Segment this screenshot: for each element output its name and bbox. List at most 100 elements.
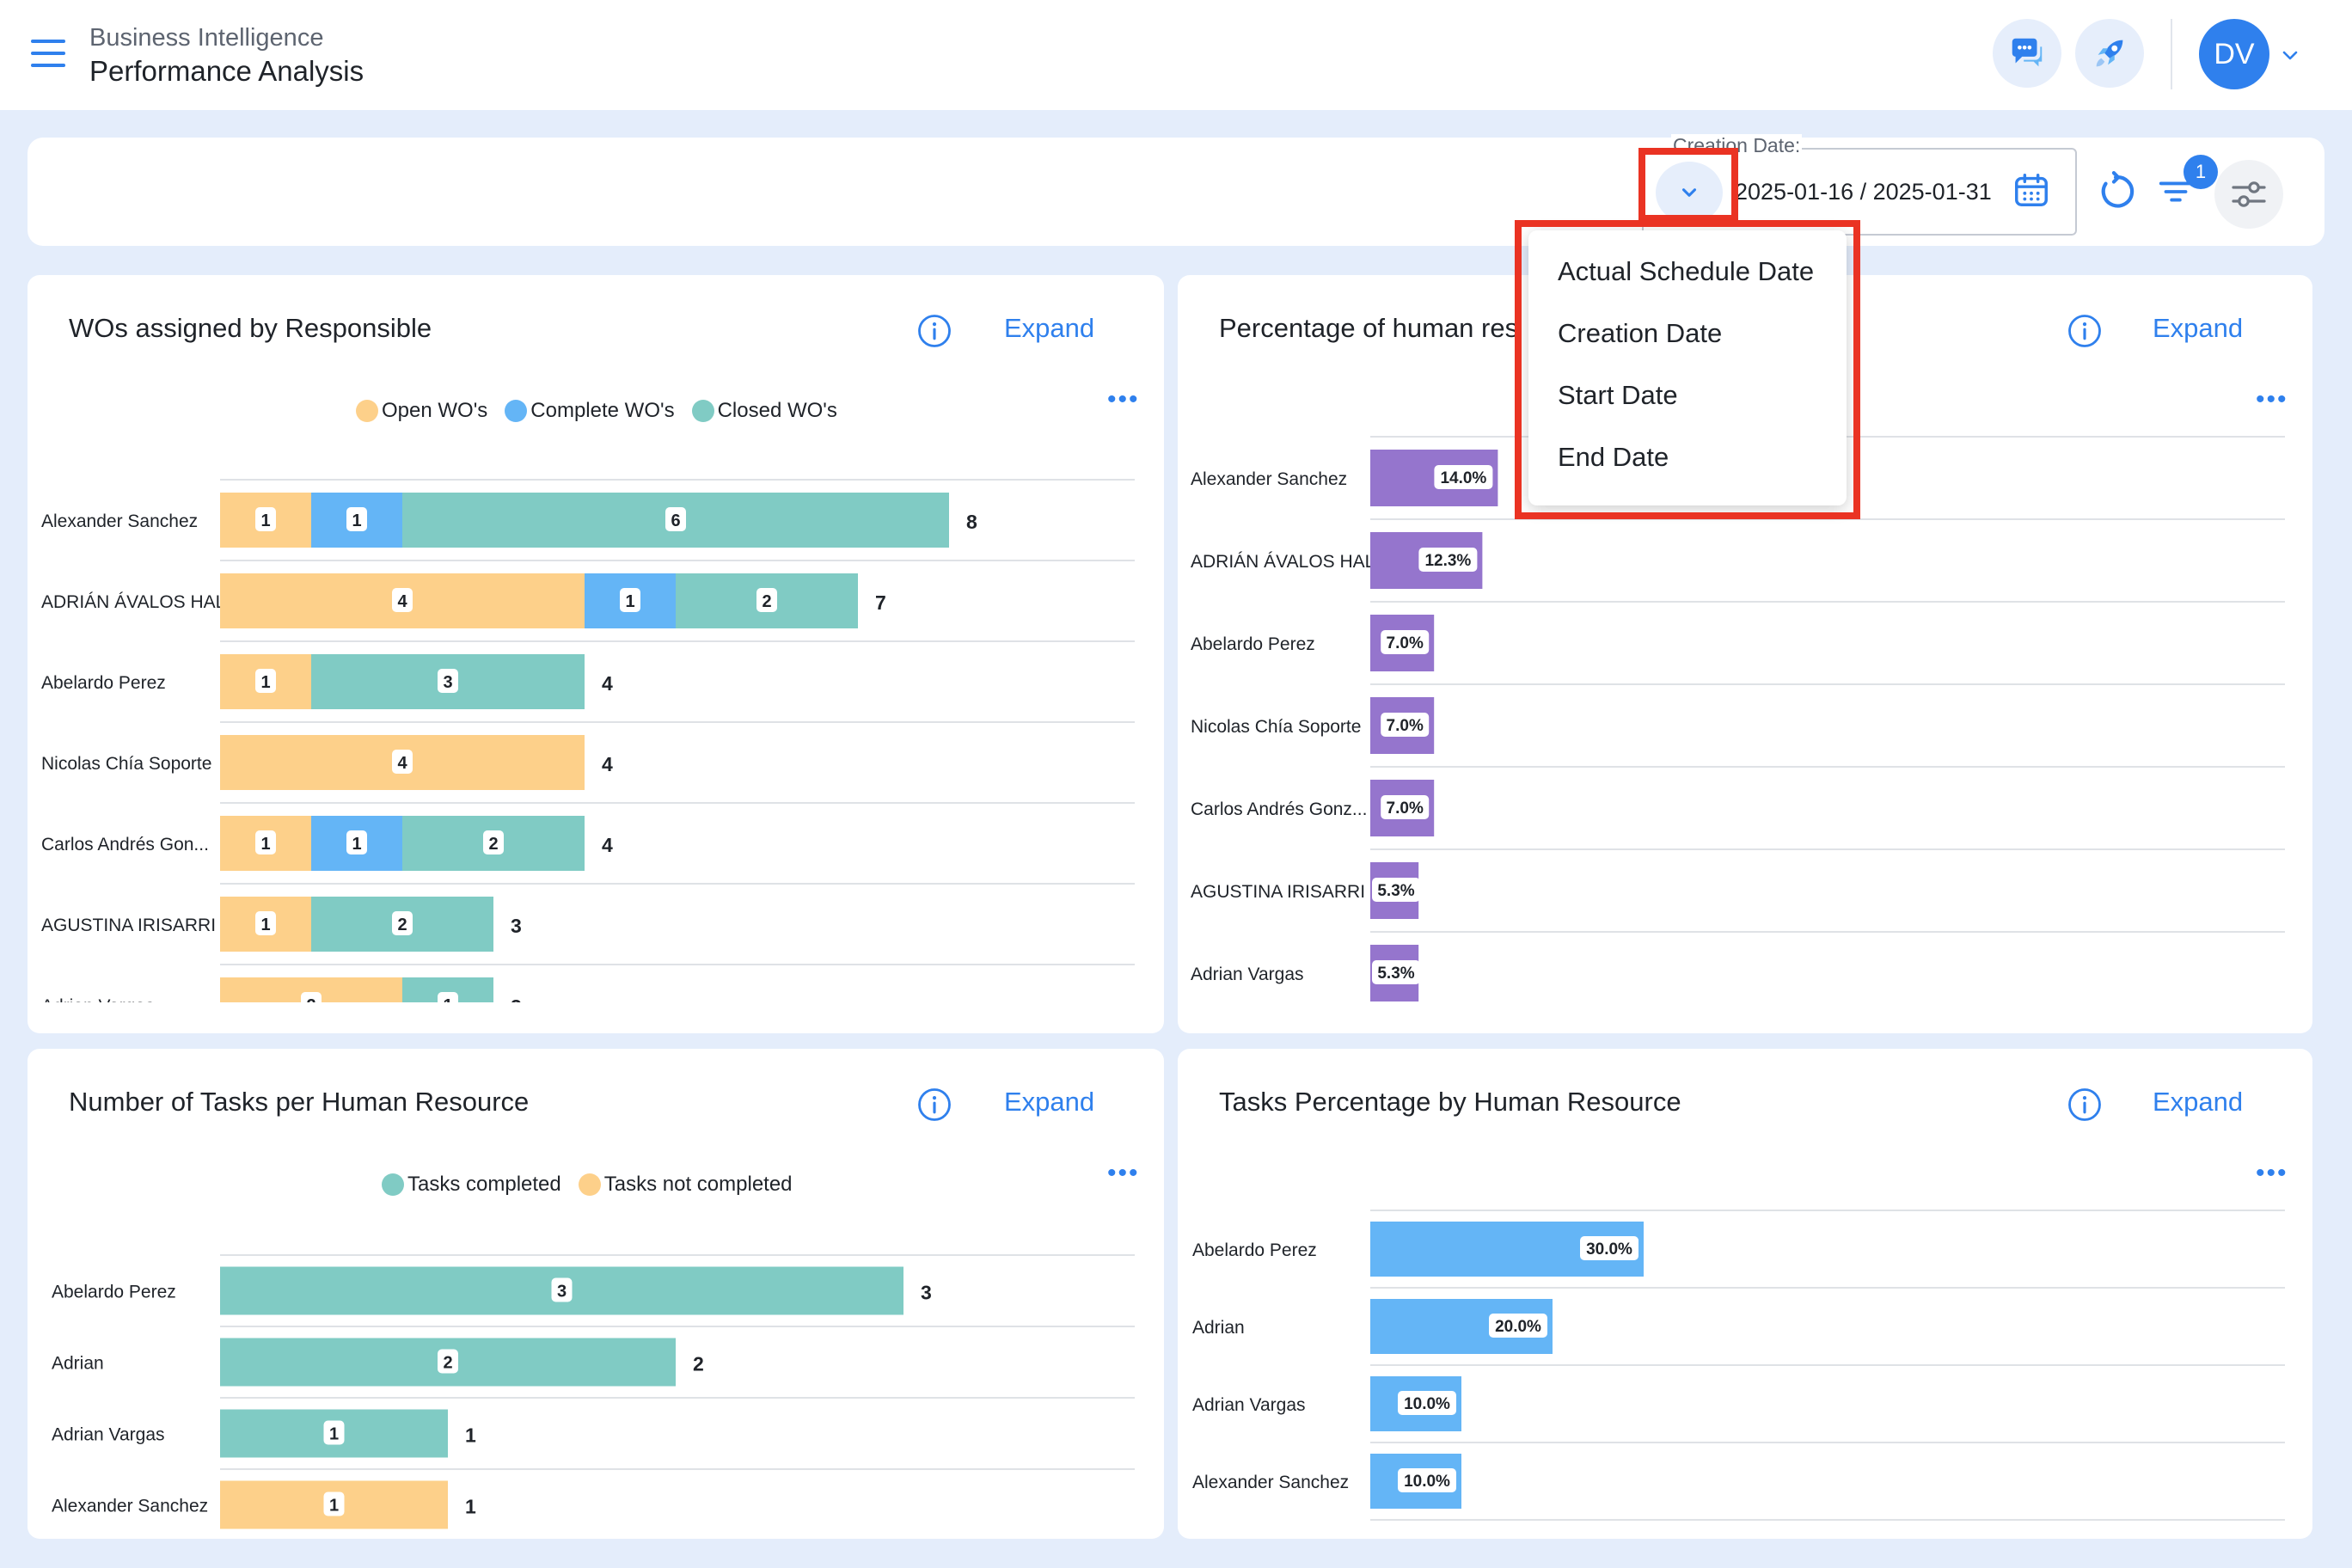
info-icon[interactable] [2067, 1087, 2103, 1123]
data-label-bg [483, 830, 504, 854]
axis-label: Adrian Vargas [1192, 1395, 1306, 1415]
more-icon[interactable]: ••• [1107, 385, 1140, 413]
data-label-bg [1434, 465, 1493, 489]
more-icon[interactable]: ••• [2256, 1159, 2288, 1187]
data-label-bg [1381, 630, 1430, 654]
data-label-bg [323, 1420, 345, 1445]
data-label-bg [255, 507, 276, 531]
more-icon[interactable]: ••• [2256, 385, 2288, 413]
legend-item-not-completed[interactable]: Tasks not completed [578, 1173, 793, 1197]
legend-swatch [505, 400, 528, 422]
legend-swatch [382, 1173, 404, 1196]
menu-icon[interactable] [31, 40, 65, 69]
expand-link[interactable]: Expand [2153, 1087, 2244, 1117]
menu-item-actual-schedule-date[interactable]: Actual Schedule Date [1558, 256, 1815, 286]
axis-label: Abelardo Perez [52, 1283, 176, 1302]
tasks-stacked-bar-chart: Abelardo Perez 3 3 Adrian 2 2 Adrian Vargas 1 1 A… [52, 1254, 1135, 1529]
data-label: 2 [443, 1354, 452, 1373]
data-label: 20.0% [1495, 1318, 1541, 1336]
data-label-bg [392, 588, 413, 612]
highlight-box [1638, 148, 1738, 222]
data-label: 14.0% [1440, 469, 1486, 487]
legend-item-closed[interactable]: Closed WO's [691, 399, 837, 423]
data-label: 1 [625, 592, 634, 611]
avatar[interactable]: DV [2199, 19, 2269, 89]
axis-label: Alexander Sanchez [52, 1497, 208, 1516]
data-label: 1 [329, 1425, 339, 1444]
data-label: 2 [488, 835, 498, 854]
panel-title: WOs assigned by Responsible [69, 313, 432, 343]
legend-swatch [356, 400, 378, 422]
panel-title: Number of Tasks per Human Resource [69, 1087, 530, 1117]
data-label: 7.0% [1387, 717, 1424, 735]
data-label-bg [438, 669, 458, 693]
data-label: 1 [260, 916, 270, 934]
expand-link[interactable]: Expand [2153, 313, 2244, 343]
info-icon[interactable] [916, 1087, 952, 1123]
info-icon[interactable] [916, 313, 952, 349]
axis-label: AGUSTINA IRISARRI [1191, 882, 1365, 902]
axis-label: Carlos Andrés Gon... [41, 835, 209, 854]
axis-label: ADRIÁN ÁVALOS HAL [41, 592, 225, 612]
data-label-bg [346, 830, 367, 854]
total-label: 4 [602, 672, 613, 695]
data-label: 1 [260, 673, 270, 692]
axis-label: Nicolas Chía Soporte [1191, 717, 1361, 737]
data-label-bg [1489, 1314, 1547, 1338]
menu-item-start-date[interactable]: Start Date [1558, 380, 1678, 410]
legend-item-complete[interactable]: Complete WO's [505, 399, 675, 423]
chat-button[interactable] [1993, 19, 2061, 88]
axis-label: Adrian [1192, 1318, 1245, 1338]
axis-label: Abelardo Perez [41, 673, 166, 693]
rocket-button[interactable] [2075, 19, 2144, 88]
data-label: 3 [557, 1283, 567, 1302]
data-label: 7.0% [1387, 799, 1424, 818]
data-label: 10.0% [1404, 1395, 1450, 1413]
date-type-dropdown-button[interactable] [1656, 162, 1723, 224]
data-label: 1 [443, 996, 452, 1002]
more-icon[interactable]: ••• [1107, 1159, 1140, 1187]
menu-item-creation-date[interactable]: Creation Date [1558, 318, 1723, 348]
tasks-percentage-panel: Tasks Percentage by Human Resource Expan… [1178, 1049, 2312, 1539]
total-label: 7 [875, 591, 886, 614]
data-label-bg [255, 911, 276, 935]
legend-label: Tasks completed [407, 1173, 561, 1196]
settings-button[interactable] [2214, 160, 2283, 229]
info-icon[interactable] [2067, 313, 2103, 349]
chevron-down-icon[interactable] [2280, 45, 2300, 65]
data-label-bg [1372, 878, 1420, 902]
menu-item-end-date[interactable]: End Date [1558, 442, 1669, 472]
total-label: 1 [465, 1424, 476, 1447]
total-label: 1 [465, 1496, 476, 1518]
data-label: 2 [306, 996, 315, 1002]
date-range-value[interactable]: 2025-01-16 / 2025-01-31 [1735, 179, 1992, 205]
highlight-box [1515, 220, 1860, 519]
data-label-bg [1580, 1236, 1638, 1260]
axis-label: Abelardo Perez [1191, 634, 1315, 654]
data-label: 1 [329, 1497, 339, 1516]
filter-icon[interactable] [2156, 172, 2196, 211]
axis-label: Adrian Vargas [52, 1425, 165, 1445]
total-label: 3 [511, 915, 522, 937]
data-label: 5.3% [1377, 882, 1414, 900]
chart-legend: Open WO's Complete WO's Closed WO's [356, 399, 837, 423]
data-label-bg [301, 992, 322, 1002]
axis-label: AGUSTINA IRISARRI [41, 916, 216, 935]
legend-swatch [691, 400, 714, 422]
data-label: 1 [352, 835, 361, 854]
data-label-bg [756, 588, 777, 612]
rocket-icon [2096, 40, 2123, 67]
expand-link[interactable]: Expand [1004, 313, 1095, 343]
wos-by-responsible-panel: WOs assigned by Responsible Expand ••• O… [28, 275, 1164, 1033]
total-label: 4 [602, 834, 613, 856]
expand-link[interactable]: Expand [1004, 1087, 1095, 1117]
data-label-bg [255, 830, 276, 854]
panel-title: Tasks Percentage by Human Resource [1219, 1087, 1681, 1117]
data-label-bg [551, 1277, 573, 1302]
legend-item-completed[interactable]: Tasks completed [382, 1173, 561, 1197]
calendar-icon[interactable] [2012, 170, 2051, 210]
breadcrumb-section: Business Intelligence [89, 24, 324, 52]
legend-item-open[interactable]: Open WO's [356, 399, 487, 423]
total-label: 4 [602, 753, 613, 775]
reset-icon[interactable] [2094, 170, 2137, 213]
